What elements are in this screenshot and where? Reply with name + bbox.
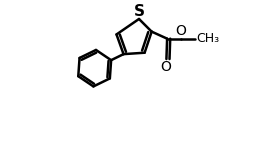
Text: S: S [134, 4, 145, 19]
Text: O: O [160, 60, 171, 75]
Text: CH₃: CH₃ [196, 32, 220, 45]
Text: O: O [176, 24, 187, 37]
